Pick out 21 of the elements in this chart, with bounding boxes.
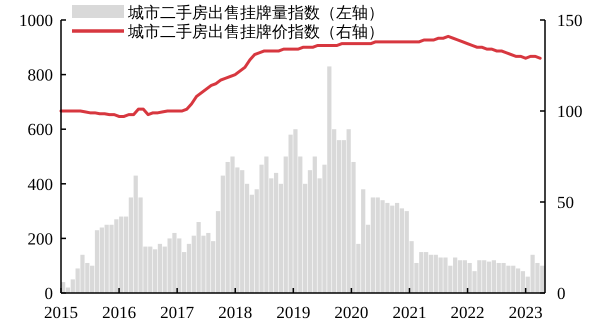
y2-tick-label: 50	[557, 193, 574, 212]
x-tick-label: 2019	[276, 303, 310, 322]
y2-tick-label: 0	[557, 284, 566, 303]
y-tick-label: 0	[44, 284, 53, 303]
x-tick-label: 2022	[450, 303, 485, 322]
legend-label: 城市二手房出售挂牌量指数（左轴）	[127, 4, 384, 22]
x-tick-label: 2018	[218, 303, 252, 322]
y-tick-label: 1000	[19, 11, 53, 30]
y2-tick-label: 100	[557, 102, 582, 121]
y-tick-label: 600	[28, 120, 53, 140]
x-tick-label: 2015	[44, 303, 78, 322]
x-tick-label: 2023	[508, 303, 543, 322]
y-tick-label: 800	[28, 66, 53, 85]
x-tick-label: 2017	[160, 303, 195, 322]
y-tick-label: 200	[28, 229, 53, 248]
y2-tick-label: 150	[557, 11, 582, 30]
x-tick-label: 2016	[102, 303, 136, 322]
legend-label: 城市二手房出售挂牌价指数（右轴）	[127, 23, 384, 41]
y-tick-label: 400	[28, 174, 53, 194]
x-tick-label: 2021	[392, 303, 426, 322]
x-tick-label: 2020	[334, 303, 368, 322]
